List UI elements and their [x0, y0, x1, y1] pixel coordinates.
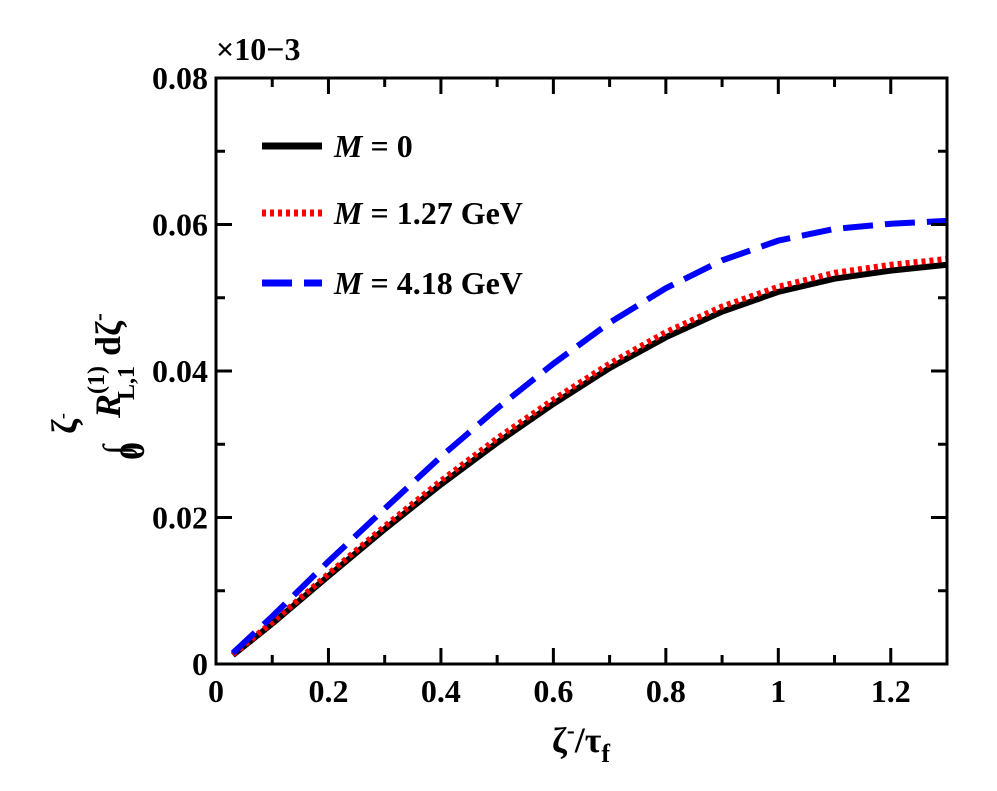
- x-tick-label: 0.6: [533, 673, 573, 709]
- legend-var: M: [333, 195, 364, 231]
- x-axis-label-sub: f: [601, 739, 610, 768]
- series-line-2: [230, 255, 947, 657]
- legend-var: M: [333, 265, 364, 301]
- x-tick-label: 1: [770, 673, 786, 709]
- y-axis-label-sub: L,1: [114, 366, 140, 400]
- y-tick-labels: 0 0.02 0.04 0.06 0.08: [152, 60, 208, 682]
- x-tick-label: 0.4: [421, 673, 461, 709]
- y-axis-label-sup: (1): [84, 366, 110, 394]
- y-tick-label: 0.04: [152, 353, 208, 389]
- x-tick-label: 0.8: [646, 673, 686, 709]
- x-tick-label: 0.2: [308, 673, 348, 709]
- y-axis-label-symbol: R: [88, 394, 128, 419]
- series-line-3: [230, 217, 947, 656]
- y-axis-label-body: R(1) L,1 dζ-: [84, 313, 140, 419]
- x-axis-label-main: ζ: [552, 720, 568, 760]
- x-tick-label: 0: [208, 673, 224, 709]
- x-tick-label: 1.2: [871, 673, 911, 709]
- legend-value: = 4.18 GeV: [362, 265, 522, 301]
- y-tick-label: 0.08: [152, 60, 208, 96]
- legend-label-2: M = 1.27 GeV: [333, 195, 523, 231]
- legend-value: = 0: [362, 128, 412, 164]
- y-axis-label-integral: ∫: [96, 443, 138, 457]
- series-line-1: [230, 261, 947, 658]
- y-tick-label: 0: [192, 646, 208, 682]
- x-axis-label-main-sup: -: [567, 718, 575, 744]
- y-axis-label-upper-limit: ζ-: [44, 413, 84, 434]
- y-axis-label-lower-limit: 0: [112, 442, 152, 460]
- y-axis-label-upper-limit-sup: -: [52, 413, 72, 419]
- y-tick-label: 0.06: [152, 207, 208, 243]
- x-axis-label: ζ-/τf: [552, 718, 610, 768]
- series-layer: [230, 217, 947, 658]
- legend-value: = 1.27 GeV: [362, 195, 522, 231]
- y-axis-label-differential-sup: -: [86, 313, 112, 321]
- x-axis-label-slash: /τ: [574, 720, 602, 760]
- legend-var: M: [333, 128, 364, 164]
- legend-label-1: M = 0: [333, 128, 413, 164]
- y-axis-label-upper-limit-main: ζ: [44, 418, 84, 434]
- y-axis-label-differential: dζ: [88, 320, 128, 356]
- legend-label-3: M = 4.18 GeV: [333, 265, 523, 301]
- y-axis-multiplier: ×10−3: [216, 31, 300, 67]
- y-axis-label: ∫ 0 ζ- R(1) L,1dζ-: [44, 313, 152, 460]
- y-tick-label: 0.02: [152, 500, 208, 536]
- x-tick-labels: 0 0.2 0.4 0.6 0.8 1 1.2: [208, 673, 911, 709]
- ticks-layer: [214, 76, 949, 666]
